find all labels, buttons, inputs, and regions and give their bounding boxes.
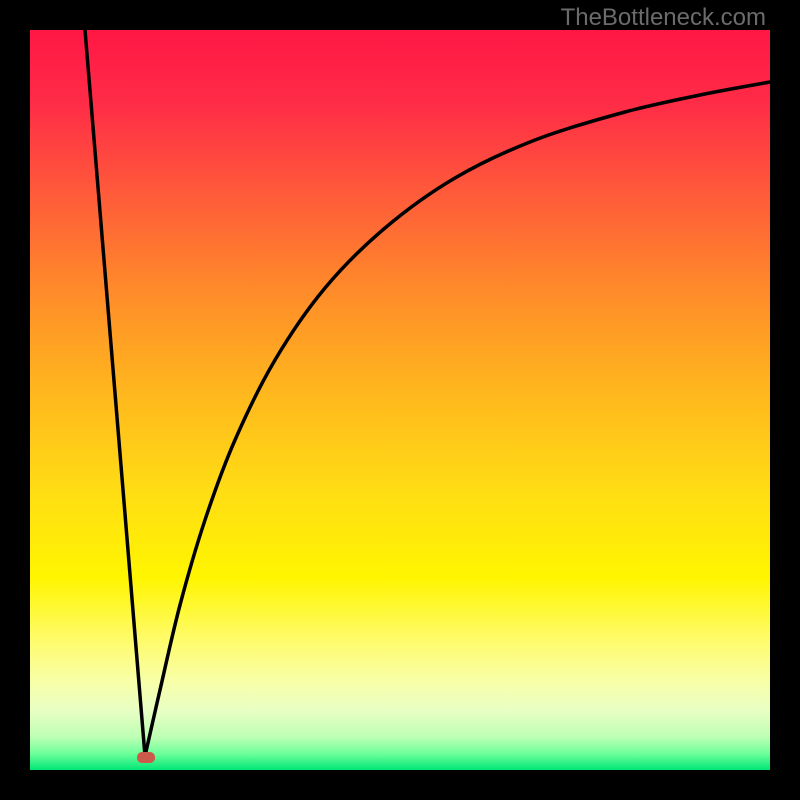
chart-frame: TheBottleneck.com	[0, 0, 800, 800]
bottleneck-curve	[30, 30, 770, 770]
curve-left-branch	[85, 30, 145, 756]
curve-right-branch	[145, 82, 770, 756]
plot-area	[30, 30, 770, 770]
watermark-text: TheBottleneck.com	[561, 4, 766, 32]
minimum-marker	[137, 752, 155, 763]
